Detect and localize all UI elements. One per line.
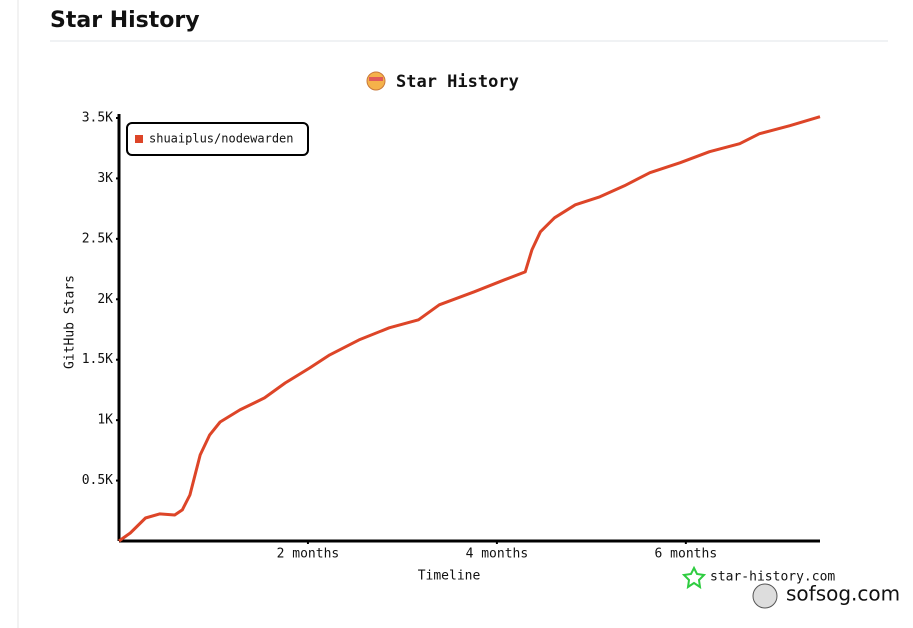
y-tick-label: 3K [97,171,113,186]
x-tick-label: 2 months [277,547,340,562]
credit: star-history.com [710,570,835,585]
credit-icon [681,565,707,590]
x-axis-label: Timeline [418,569,481,584]
title-icon-band [369,77,383,81]
section-title: Star History [50,8,200,33]
legend-swatch [135,135,143,143]
watermark-icon [752,583,778,609]
legend-box [126,122,309,156]
chart-title: Star History [396,72,519,92]
watermark: sofsog.com [786,582,900,606]
legend-label: shuaiplus/nodewarden [149,132,294,146]
x-tick-label: 4 months [466,547,529,562]
x-tick-label: 6 months [655,547,718,562]
y-tick-label: 0.5K [82,473,113,488]
y-tick-label: 2K [97,292,113,307]
y-tick-label: 1K [97,413,113,428]
y-tick-label: 3.5K [82,111,113,126]
y-tick-label: 1.5K [82,352,113,367]
y-axis-label: GitHub Stars [63,275,78,369]
series-line [118,115,821,543]
y-tick-label: 2.5K [82,231,113,246]
